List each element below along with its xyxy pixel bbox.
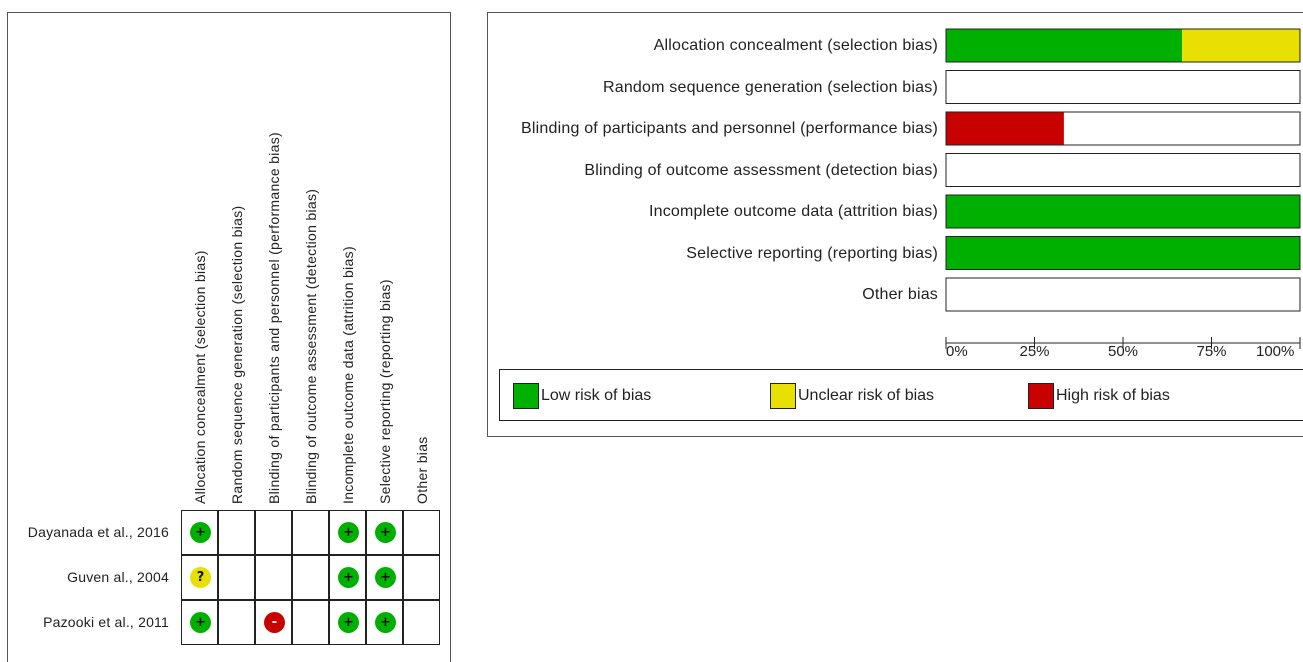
legend-label-unclear: Unclear risk of bias [798,387,935,404]
summary-cell: + [181,600,218,645]
summary-cell: + [366,555,403,600]
bar-outline [945,236,1301,270]
column-header: Blinding of participants and personnel (… [255,13,292,518]
legend: Low risk of bias Unclear risk of bias Hi… [499,369,1303,421]
legend-item-low: Low risk of bias [513,383,651,409]
low-risk-icon: + [338,567,359,588]
column-header-label: Blinding of participants and personnel (… [265,132,282,504]
low-risk-icon: + [338,612,359,633]
column-header-label: Allocation concealment (selection bias) [191,250,208,504]
x-axis-tick-label: 100% [1256,343,1295,360]
summary-cell: + [329,555,366,600]
legend-item-unclear: Unclear risk of bias [770,383,934,409]
summary-cell [292,600,329,645]
summary-cell [292,510,329,555]
low-risk-icon: + [375,567,396,588]
bar-segment-low [946,29,1183,62]
bar-segment-unclear [1182,29,1300,62]
column-header-label: Incomplete outcome data (attrition bias) [339,246,356,504]
low-risk-icon: + [190,522,211,543]
summary-cell: + [329,600,366,645]
summary-cell: + [366,600,403,645]
study-name: Pazooki et al., 2011 [43,614,169,630]
low-risk-icon: + [338,522,359,543]
bar-segment-high [946,112,1064,145]
summary-cell [292,555,329,600]
bar-chart-area [945,28,1301,349]
summary-cell [403,600,440,645]
graph-domain-label: Other bias [862,286,938,303]
column-header-label: Blinding of outcome assessment (detectio… [302,188,319,504]
low-risk-icon: + [190,612,211,633]
summary-cell [218,600,255,645]
graph-domain-label: Blinding of outcome assessment (detectio… [584,161,938,179]
summary-cell: - [255,600,292,645]
summary-cell [403,510,440,555]
column-header: Random sequence generation (selection bi… [218,13,255,518]
column-header: Incomplete outcome data (attrition bias) [329,13,366,518]
bar-segment-low [946,236,1300,270]
risk-of-bias-graph: Allocation concealment (selection bias) R… [487,12,1303,437]
x-axis-tick-label: 25% [1019,343,1050,360]
graph-domain-label: Random sequence generation (selection bi… [602,78,938,96]
low-risk-icon: + [375,612,396,633]
bar-outline [945,70,1301,104]
x-axis-tick-label: 75% [1196,343,1227,360]
summary-cell: + [329,510,366,555]
risk-of-bias-summary: Allocation concealment (selection bias) R… [7,12,451,662]
column-header: Selective reporting (reporting bias) [366,13,403,518]
study-name: Dayanada et al., 2016 [27,524,169,540]
bar-outline [945,28,1301,63]
legend-swatch-unclear [770,383,796,409]
summary-cell: + [181,510,218,555]
high-risk-icon: - [264,612,285,633]
bar-outline [945,111,1301,146]
bar-outline [945,194,1301,229]
column-header: Blinding of outcome assessment (detectio… [292,13,329,518]
column-header-label: Other bias [413,436,430,504]
study-name: Guven al., 2004 [67,569,169,585]
column-header: Other bias [403,13,440,518]
graph-domain-label: Incomplete outcome data (attrition bias) [648,203,938,220]
summary-cell [255,510,292,555]
bar-segment-low [946,195,1300,228]
summary-cell [255,555,292,600]
x-axis-tick-label: 0% [946,343,968,360]
graph-domain-label: Selective reporting (reporting bias) [686,244,938,262]
x-axis-tick-label: 50% [1108,343,1139,360]
summary-cell: + [366,510,403,555]
bar-outline [945,277,1301,312]
low-risk-icon: + [375,522,396,543]
summary-cell [218,510,255,555]
legend-label-high: High risk of bias [1056,387,1170,404]
legend-item-high: High risk of bias [1028,383,1170,409]
unclear-risk-icon: ? [190,567,211,588]
column-header: Allocation concealment (selection bias) [181,13,218,518]
summary-cell [403,555,440,600]
bar-outline [945,153,1301,187]
legend-swatch-high [1028,383,1054,409]
summary-cell [218,555,255,600]
legend-swatch-low [513,383,539,409]
summary-cell: ? [181,555,218,600]
graph-domain-label: Blinding of participants and personnel (… [521,120,938,137]
legend-label-low: Low risk of bias [541,387,652,404]
column-header-label: Random sequence generation (selection bi… [228,205,245,504]
graph-domain-label: Allocation concealment (selection bias) [653,37,938,54]
column-header-label: Selective reporting (reporting bias) [376,279,393,504]
